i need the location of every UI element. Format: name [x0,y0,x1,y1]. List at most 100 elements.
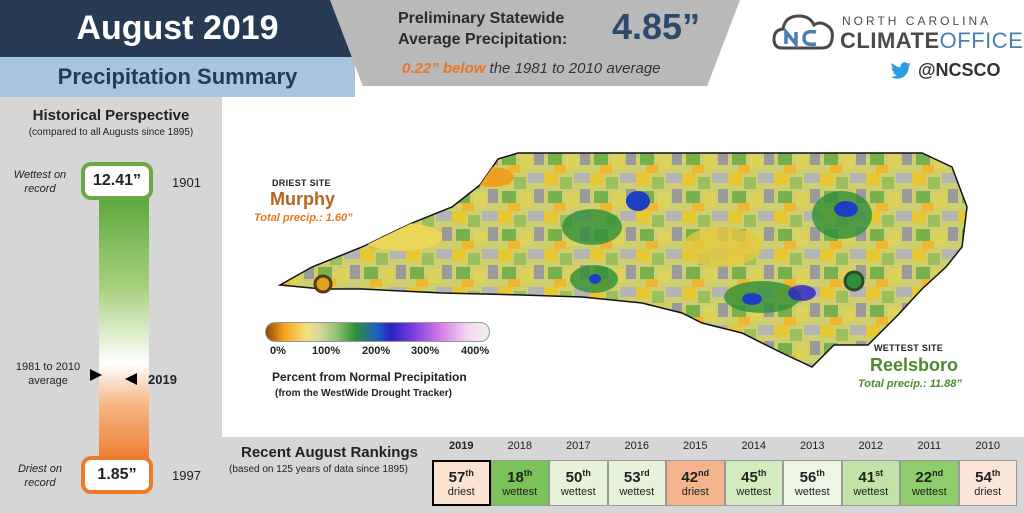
legend-tick-300: 300% [411,345,440,357]
ranking-number: 57th [449,468,474,486]
ranking-suffix: th [816,468,825,478]
ranking-cell: 45th wettest [724,460,783,506]
legend-tick-400: 400% [461,345,490,357]
ranking-number: 50th [566,468,591,486]
rankings-cells: 57th driest 18th wettest 50th wettest 53rd wett… [432,460,1017,506]
ranking-suffix: th [582,468,591,478]
average-marker-icon [90,369,102,381]
twitter-handle-text: @NCSCO [918,60,1001,80]
ranking-label: wettest [502,486,538,498]
ranking-suffix: nd [698,468,710,478]
ranking-rank: 53 [623,469,641,486]
ranking-label: wettest [736,486,772,498]
ranking-number: 41st [858,468,883,486]
rankings-years: 2019 2018 2017 2016 2015 2014 2013 2012 2011 2010 [432,440,1017,452]
ranking-number: 54th [975,468,1000,486]
ranking-label: driest [974,486,1002,498]
nc-state-outline [277,152,968,368]
ranking-cell: 57th driest [432,460,491,506]
historical-heading: Historical Perspective [32,107,190,124]
logo-climate: CLIMATE [840,28,940,53]
driest-year: 1997 [172,468,201,483]
ranking-year: 2012 [858,440,883,452]
ranking-year: 2013 [800,440,825,452]
ranking-number: 45th [741,468,766,486]
ranking-suffix: th [757,468,767,478]
ranking-suffix: th [465,468,474,478]
ranking-number: 18th [507,468,532,486]
legend-tick-200: 200% [362,345,391,357]
statewide-stat-note: 0.22” below the 1981 to 2010 average [402,60,661,77]
ranking-year: 2019 [449,440,474,452]
wettest-label: Wettest on record [13,169,67,195]
ranking-rank: 42 [681,469,699,486]
ranking-label: wettest [853,486,889,498]
current-year-label: 2019 [148,372,177,387]
ranking-number: 56th [800,468,825,486]
historical-gradient-bar [99,195,149,463]
legend-tick-0: 0% [270,345,286,357]
nc-cloud-logo-icon [772,14,834,50]
page-title: August 2019 [0,0,355,57]
ranking-cell: 53rd wettest [607,460,666,506]
stat-note-highlight: 0.22” below [402,60,486,77]
driest-site-precip: Total precip.: 1.60” [254,212,353,224]
ranking-year: 2016 [624,440,649,452]
ranking-cell: 41st wettest [841,460,900,506]
historical-subheading: (compared to all Augusts since 1895) [28,127,194,138]
ranking-label: wettest [619,486,655,498]
ranking-year: 2018 [507,440,532,452]
driest-site-name: Murphy [270,189,335,209]
legend-tick-100: 100% [312,345,341,357]
ranking-label: driest [447,486,475,498]
precip-anomaly-blobs [362,167,872,313]
driest-value-box: 1.85” [81,456,153,494]
ranking-suffix: rd [640,468,650,478]
rankings-subtitle: (based on 125 years of data since 1895) [229,464,409,475]
wettest-site-header: WETTEST SITE [874,343,944,353]
ranking-rank: 18 [507,469,524,486]
ranking-year: 2014 [741,440,766,452]
ranking-rank: 54 [975,469,992,486]
ranking-cell: 18th wettest [490,460,549,506]
driest-site-marker [313,274,333,294]
ranking-number: 53rd [624,468,650,486]
nc-precipitation-map [277,152,968,368]
ranking-rank: 57 [448,469,466,486]
wettest-site-precip: Total precip.: 11.88” [858,378,962,390]
twitter-bird-icon [890,61,911,79]
logo-top-text: NORTH CAROLINA [842,14,992,28]
ranking-cell: 56th wettest [783,460,842,506]
twitter-handle-link[interactable]: @NCSCO [890,60,1001,81]
ranking-rank: 56 [799,469,817,486]
ranking-rank: 41 [858,469,876,486]
statewide-stat-panel [330,0,740,86]
ranking-label: driest [681,486,709,498]
ranking-suffix: th [523,468,533,478]
wettest-site-name: Reelsboro [870,355,959,375]
legend-title: Percent from Normal Precipitation [272,370,467,384]
ranking-cell: 50th wettest [549,460,608,506]
wettest-value-box: 12.41” [81,162,153,200]
ranking-suffix: nd [932,468,944,478]
ranking-year: 2011 [917,440,942,452]
climate-office-logo[interactable]: NORTH CAROLINA CLIMATEOFFICE [772,8,1023,58]
ranking-number: 22nd [915,468,943,486]
legend-subtitle: (from the WestWide Drought Tracker) [275,388,452,399]
ranking-rank: 22 [915,469,933,486]
ranking-cell: 54th driest [958,460,1017,506]
wettest-site-marker [843,270,865,292]
statewide-stat-value: 4.85” [612,6,701,47]
ranking-rank: 50 [565,469,583,486]
ranking-suffix: th [991,468,1001,478]
stat-note-rest: the 1981 to 2010 average [489,60,661,77]
ranking-rank: 45 [741,469,758,486]
ranking-label: wettest [794,486,830,498]
logo-bottom-text: CLIMATEOFFICE [840,28,1023,54]
ranking-year: 2017 [566,440,591,452]
average-label: 1981 to 2010 average [15,361,81,387]
logo-office: OFFICE [939,28,1024,53]
page-subtitle: Precipitation Summary [0,57,355,97]
ranking-number: 42nd [681,468,709,486]
current-year-marker-icon [125,373,137,385]
